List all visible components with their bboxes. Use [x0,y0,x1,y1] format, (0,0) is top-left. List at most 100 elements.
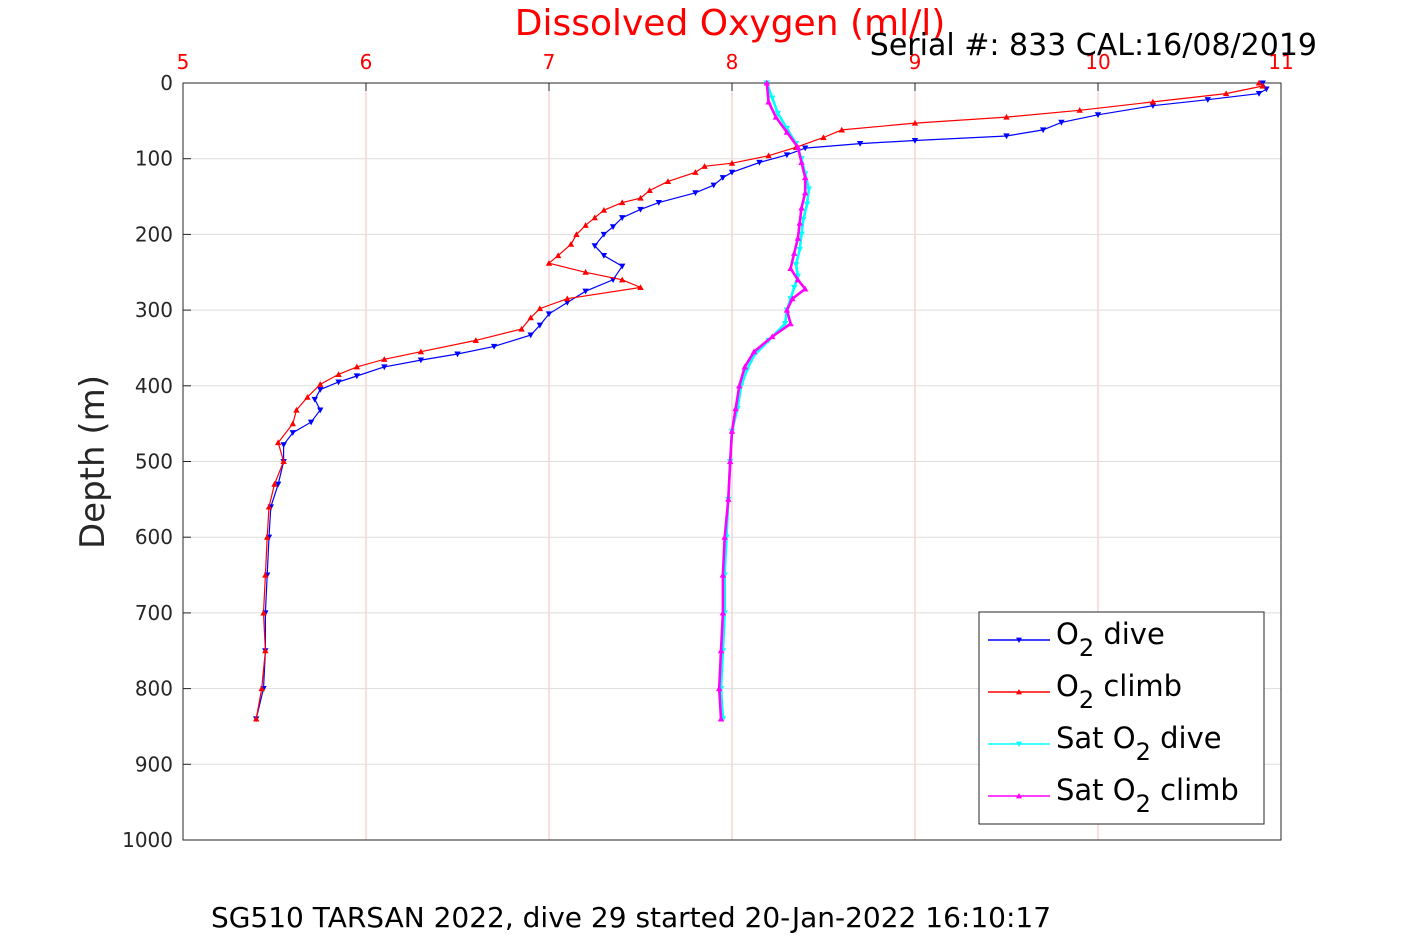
data-point [600,253,608,259]
data-point [304,393,311,400]
data-point [619,199,626,206]
x-tick-label: 5 [177,50,190,74]
data-point [783,152,791,159]
data-point [260,609,267,616]
data-point [798,231,805,238]
data-point [719,175,727,181]
data-point [637,206,644,213]
data-point [911,137,919,144]
data-point [289,420,296,427]
data-point [728,160,736,166]
legend-item: Sat O2 climb [988,773,1239,818]
legend-label: O2 climb [1056,669,1182,714]
data-point [582,288,589,295]
data-point [798,159,805,166]
x-tick-label: 6 [360,50,373,74]
legend: O2 dive O2 climb Sat O2 dive Sat O2 climb [978,611,1265,825]
x-tick-label: 10 [1085,50,1110,74]
data-point [591,214,598,221]
chart-title: Dissolved Oxygen (ml/l) [515,3,946,44]
data-point [646,187,653,194]
legend-marker [1016,689,1022,695]
data-point [701,163,708,169]
data-point [271,481,278,487]
data-point [721,534,728,540]
data-point [803,201,811,208]
data-point [794,276,802,283]
data-point [564,295,571,302]
data-point [289,430,296,436]
data-point [692,190,699,196]
data-point [472,337,479,343]
x-tick-label: 11 [1268,50,1293,74]
data-point [280,442,287,449]
data-point [567,241,575,247]
data-point [717,647,725,654]
data-point [805,186,813,193]
data-point [619,263,626,270]
data-point [710,182,717,189]
data-point [791,250,798,256]
data-point [582,269,589,275]
data-point [417,357,425,364]
data-point [274,439,282,446]
y-tick-label: 900 [135,752,173,776]
data-point [263,534,271,540]
data-point [796,246,803,253]
data-point [769,333,776,340]
data-point [353,363,361,370]
data-point [311,396,318,403]
data-point [798,204,805,211]
data-point [554,252,562,259]
y-tick-label: 400 [135,374,173,398]
data-point [726,458,734,465]
data-point [262,571,269,578]
data-point [637,194,644,201]
legend-item: O2 dive [988,617,1165,662]
data-point [802,189,809,196]
data-point [794,234,802,241]
data-point [1094,112,1102,118]
data-point [750,348,758,355]
x-tick-label: 7 [543,50,556,74]
data-point [1222,90,1230,97]
data-point [664,178,672,184]
data-point [573,231,580,237]
data-point [1149,103,1157,109]
data-point [307,419,315,426]
y-tick-label: 300 [135,298,173,322]
y-tick-label: 500 [135,450,173,474]
y-tick-label: 100 [135,147,173,171]
data-point [911,119,919,126]
data-point [609,224,617,231]
data-point [802,145,809,152]
data-point [293,406,300,413]
data-point [732,405,739,412]
legend-box [978,611,1265,825]
data-point [317,381,324,387]
chart-subtitle: Serial #: 833 CAL:16/08/2019 [870,28,1317,63]
series-layer [253,79,1270,723]
data-point [600,231,608,238]
data-point [600,206,608,213]
data-point [1058,119,1065,126]
chart-footer: SG510 TARSAN 2022, dive 29 started 20-Ja… [211,901,1051,934]
y-tick-label: 700 [135,601,173,625]
y-tick-label: 600 [135,525,173,549]
x-tick-label: 9 [909,50,922,74]
data-point [728,169,736,176]
y-tick-label: 0 [160,71,173,95]
data-point [781,321,789,327]
data-point [518,325,525,332]
y-tick-label: 200 [135,222,173,246]
data-point [1003,113,1010,120]
data-point [417,348,425,355]
data-point [619,276,626,283]
data-point [536,305,544,312]
data-point [381,356,388,362]
data-point [1003,133,1010,140]
data-point [335,379,342,386]
data-point [787,265,794,272]
